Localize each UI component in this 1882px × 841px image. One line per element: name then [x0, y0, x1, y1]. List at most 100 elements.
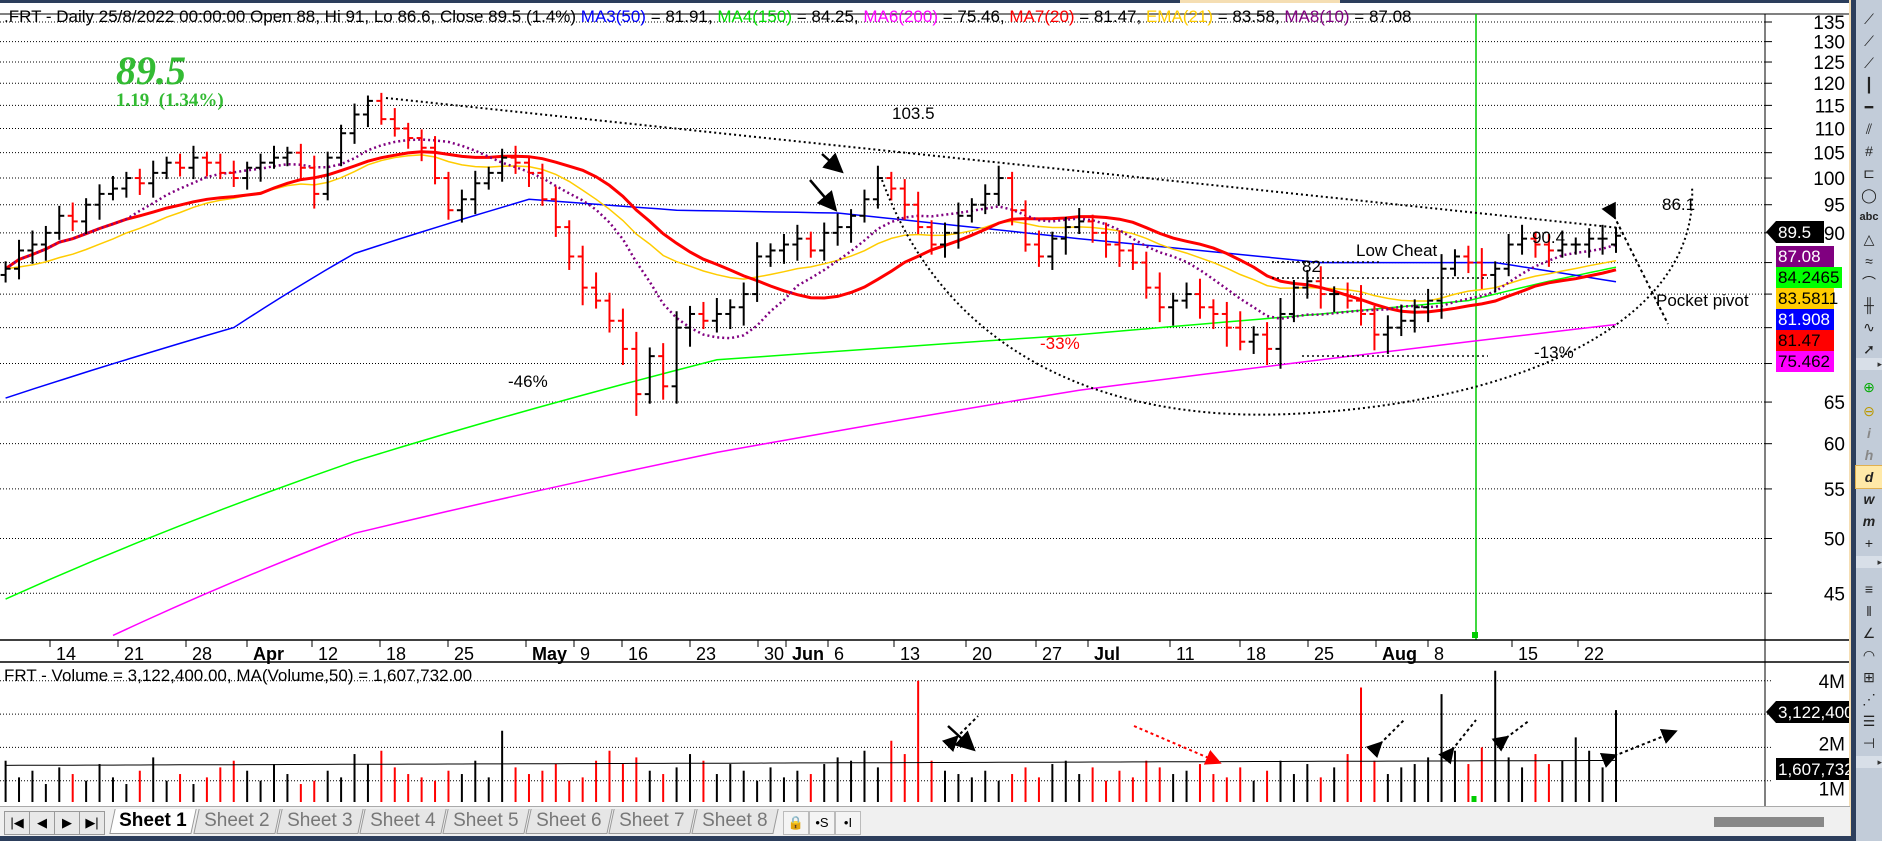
- andrews-pitchfork-icon[interactable]: ⊣: [1862, 735, 1876, 751]
- tab-sheet-1[interactable]: Sheet 1: [109, 809, 197, 834]
- lock-button[interactable]: 🔒: [783, 811, 809, 835]
- triangle-tool-icon[interactable]: △: [1863, 231, 1875, 247]
- tab-sheet-3[interactable]: Sheet 3: [276, 809, 364, 834]
- crosshair-icon[interactable]: +: [1864, 535, 1874, 551]
- parallel-lines-tool-icon[interactable]: ⫽: [1865, 121, 1873, 137]
- toolbar-expand[interactable]: ▸: [1856, 556, 1882, 568]
- last-sheet-button[interactable]: ▶|: [79, 811, 105, 835]
- date-marker-handle[interactable]: [1472, 632, 1478, 638]
- volume-arrow[interactable]: [1365, 719, 1405, 759]
- gann-fan-icon[interactable]: ⋰: [1862, 691, 1876, 707]
- toolbar-expand[interactable]: ▸: [1856, 358, 1882, 370]
- volume-axis-label: 4M: [1819, 672, 1845, 693]
- sync-i-button[interactable]: •I: [835, 811, 861, 835]
- horizontal-line-tool-icon[interactable]: ━: [1864, 99, 1874, 115]
- arrow-annotation[interactable]: [821, 152, 844, 174]
- fibonacci-retracement-icon[interactable]: ≡: [1864, 581, 1874, 597]
- price-axis-label: 90: [1824, 224, 1845, 245]
- sync-s-button[interactable]: •S: [809, 811, 835, 835]
- price-tag-bg: [1776, 288, 1834, 309]
- freehand-tool-icon[interactable]: ≈: [1865, 253, 1873, 269]
- date-axis-label: 14: [56, 644, 76, 664]
- arrow-annotation[interactable]: [809, 179, 838, 212]
- volume-arrow[interactable]: [1438, 719, 1477, 765]
- extended-line-tool-icon[interactable]: ⟋: [1864, 55, 1874, 71]
- price-bar: [805, 231, 816, 258]
- price-bar: [362, 95, 373, 128]
- price-bar: [430, 136, 441, 185]
- tab-sheet-5[interactable]: Sheet 5: [442, 809, 530, 834]
- price-bar: [1221, 301, 1232, 347]
- annotation-drop-33: -33%: [1040, 334, 1080, 353]
- horizontal-scrollbar-thumb[interactable]: [1714, 817, 1824, 827]
- trendline-resistance[interactable]: [385, 97, 1621, 229]
- tab-sheet-7[interactable]: Sheet 7: [608, 809, 696, 834]
- volume-arrow[interactable]: [1599, 729, 1678, 768]
- zigzag-tool-icon[interactable]: ∿: [1863, 319, 1875, 335]
- fibonacci-arcs-icon[interactable]: ◠: [1862, 647, 1876, 663]
- volume-arrow-red[interactable]: [1133, 725, 1222, 765]
- price-bar: [725, 299, 736, 330]
- price-bar: [872, 165, 883, 209]
- window-top-border: [0, 0, 1851, 3]
- grid-tool-icon[interactable]: ⊞: [1863, 669, 1875, 685]
- interval-daily-button[interactable]: d: [1855, 465, 1882, 489]
- first-sheet-button[interactable]: |◀: [4, 811, 30, 835]
- volume-ma-line: [5, 759, 1617, 766]
- pocket-pivot-arrow[interactable]: [1601, 201, 1669, 325]
- text-tool-icon[interactable]: abc: [1859, 211, 1879, 223]
- cup-arc-drawing[interactable]: [881, 179, 1694, 416]
- price-bar: [1436, 254, 1447, 319]
- ma7-label: MA7(20): [1009, 7, 1074, 26]
- trendline-tool-icon[interactable]: ⟋: [1864, 11, 1874, 27]
- ma3-50-line[interactable]: [5, 198, 1617, 399]
- volume-axis-label: 1M: [1819, 780, 1845, 801]
- tab-sheet-6[interactable]: Sheet 6: [525, 809, 613, 834]
- tab-sheet-4[interactable]: Sheet 4: [359, 809, 447, 834]
- interval-weekly-button[interactable]: w: [1863, 491, 1875, 507]
- tab-label: Sheet 6: [536, 810, 602, 831]
- vertical-line-tool-icon[interactable]: ┃: [1864, 77, 1874, 93]
- volume-arrow[interactable]: [1491, 719, 1531, 752]
- ohlc-readout: .FRT - Daily 25/8/2022 00:00:00 Open 88,…: [4, 7, 581, 26]
- price-axis-label: 120: [1813, 74, 1845, 95]
- prev-sheet-button[interactable]: ◀: [29, 811, 55, 835]
- date-axis-label: 21: [124, 644, 144, 664]
- arrow-tool-icon[interactable]: ➚: [1863, 341, 1875, 357]
- fibonacci-timezones-icon[interactable]: ‖: [1866, 603, 1872, 619]
- interval-intraday-button[interactable]: i: [1867, 425, 1871, 441]
- interval-hourly-button[interactable]: h: [1864, 447, 1874, 463]
- price-bar: [1463, 245, 1474, 274]
- tab-sheet-8[interactable]: Sheet 8: [691, 809, 779, 834]
- zoom-out-icon[interactable]: ⊖: [1863, 403, 1875, 419]
- tab-sheet-2[interactable]: Sheet 2: [193, 809, 281, 834]
- next-sheet-button[interactable]: ▶: [54, 811, 80, 835]
- volume-arrow[interactable]: [947, 725, 976, 752]
- interval-monthly-button[interactable]: m: [1862, 513, 1876, 529]
- ma3-label: MA3(50): [581, 7, 646, 26]
- fibonacci-extension-icon[interactable]: ☰: [1862, 713, 1876, 729]
- price-bar: [671, 311, 682, 404]
- price-bar: [1194, 278, 1205, 319]
- price-tag-label: 75.462: [1778, 352, 1830, 371]
- arc-tool-icon[interactable]: ⌒: [1862, 275, 1876, 291]
- price-bar: [1503, 233, 1514, 277]
- price-bar: [550, 186, 561, 237]
- zoom-in-icon[interactable]: ⊕: [1863, 379, 1875, 395]
- channel-tool-icon[interactable]: #: [1865, 143, 1873, 159]
- fan-tool-icon[interactable]: ∠: [1862, 625, 1876, 641]
- ellipse-tool-icon[interactable]: ◯: [1861, 187, 1877, 203]
- ma4-150-line[interactable]: [5, 266, 1617, 600]
- annotation-drop-46: -46%: [508, 372, 548, 391]
- cycles-tool-icon[interactable]: ╫: [1864, 297, 1874, 313]
- date-axis-label: May: [532, 644, 567, 664]
- price-bar: [27, 230, 38, 264]
- toolbar-expand[interactable]: ▸: [1856, 756, 1882, 768]
- price-bar: [1570, 237, 1581, 255]
- volume-arrow[interactable]: [941, 715, 979, 753]
- ray-tool-icon[interactable]: ⟋: [1864, 33, 1874, 49]
- ma6-200-line[interactable]: [112, 323, 1617, 637]
- rectangle-tool-icon[interactable]: ⊏: [1863, 165, 1875, 181]
- pane-right-edge: [1849, 0, 1851, 841]
